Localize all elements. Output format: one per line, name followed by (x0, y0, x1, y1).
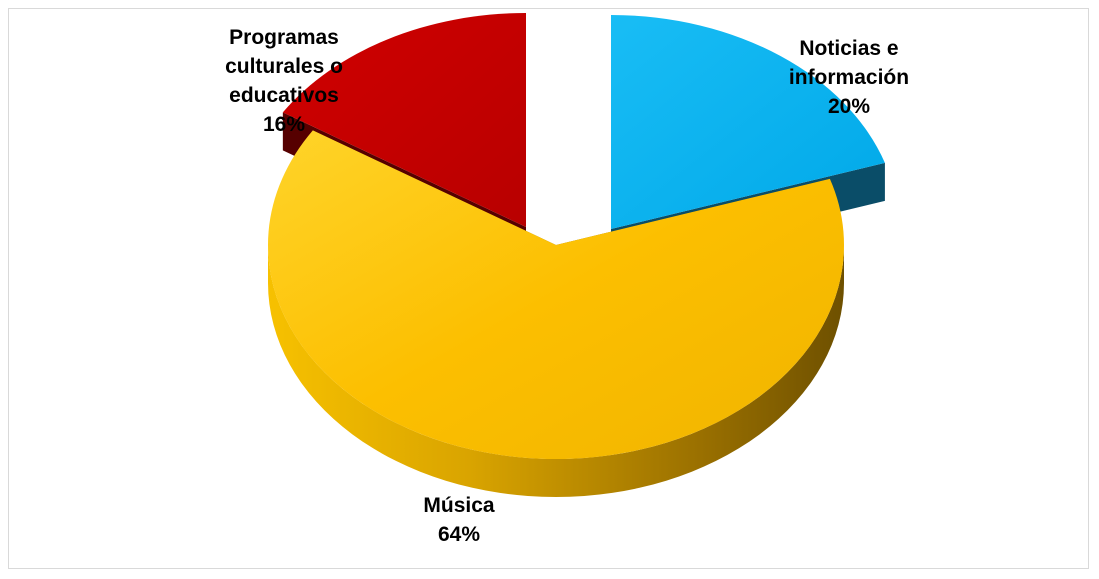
chart-area: Programas culturales o educativos 16% No… (8, 8, 1089, 569)
slice-name-noticias-line1: Noticias e (799, 37, 899, 60)
slice-name-programas-line3: educativos (229, 84, 339, 107)
slice-top-musica (267, 130, 844, 459)
pie-chart (267, 13, 885, 497)
data-label-musica: Música 64% (379, 491, 539, 549)
slice-value-noticias: 20% (827, 95, 871, 118)
slice-name-noticias-line2: información (788, 66, 910, 89)
slice-side-musica (268, 245, 844, 497)
slice-value-programas: 16% (262, 113, 306, 136)
slice-name-programas-line1: Programas (229, 26, 339, 49)
data-label-programas: Programas culturales o educativos 16% (189, 23, 379, 139)
slice-top-noticias (611, 15, 885, 229)
slice-name-musica: Música (423, 494, 495, 517)
slice-top-programas (282, 13, 526, 227)
slice-name-programas-line2: culturales o (225, 55, 343, 78)
slice-value-musica: 64% (437, 523, 481, 546)
data-label-noticias: Noticias e información 20% (754, 34, 944, 121)
pie-slice-musica (267, 130, 844, 497)
